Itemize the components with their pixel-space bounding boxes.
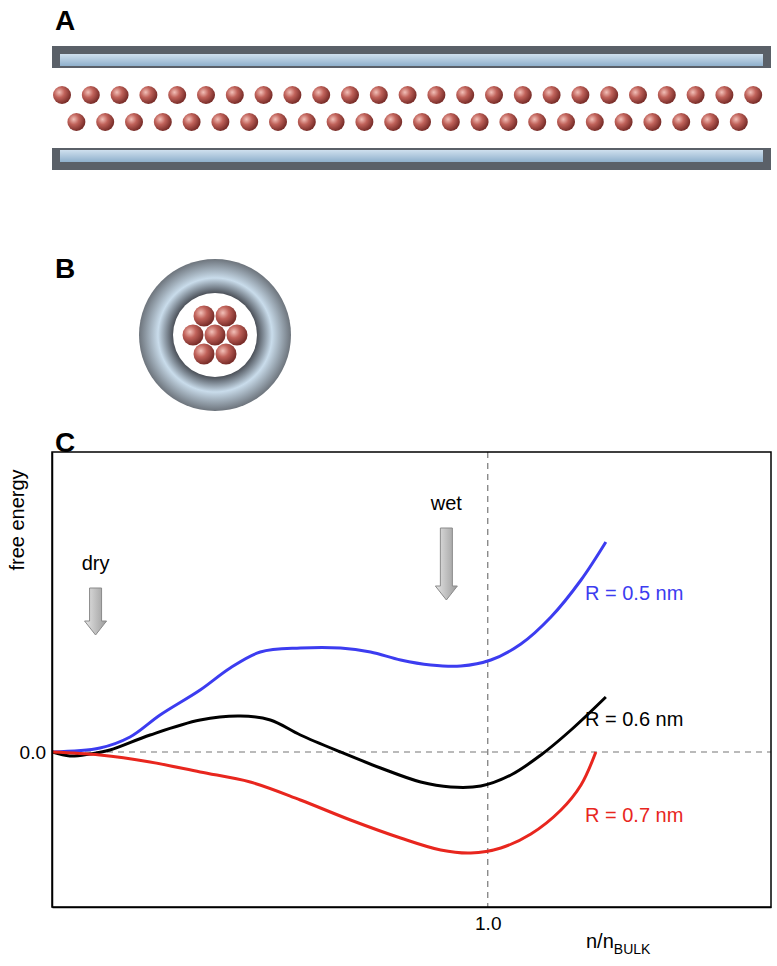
water-sphere [715, 86, 733, 104]
water-sphere [298, 113, 316, 131]
water-sphere [154, 113, 172, 131]
water-sphere [255, 86, 273, 104]
water-sphere [53, 86, 71, 104]
plot-frame [52, 452, 771, 907]
water-sphere [442, 113, 460, 131]
water-sphere [327, 113, 345, 131]
axis-line [52, 453, 54, 908]
annotation-arrow [435, 528, 457, 600]
annotation-label: wet [430, 492, 463, 514]
tick: 0.0 [20, 742, 52, 763]
water-sphere [586, 113, 604, 131]
x-axis: 1.0 [53, 907, 772, 934]
water-sphere [730, 113, 748, 131]
tube-ring [139, 259, 291, 411]
grid-line [52, 751, 771, 752]
y-axis-title: free energy [6, 469, 28, 570]
water-sphere [183, 325, 204, 346]
water-sphere [139, 86, 157, 104]
water-sphere [471, 113, 489, 131]
water-sphere [82, 86, 100, 104]
plot-area [52, 542, 606, 853]
panel-label: C [55, 427, 75, 458]
series-line [52, 752, 596, 853]
water-sphere [67, 113, 85, 131]
water-sphere [269, 113, 287, 131]
water-sphere [96, 113, 114, 131]
water-sphere [687, 86, 705, 104]
water-sphere [183, 113, 201, 131]
water-sphere [240, 113, 258, 131]
water-sphere [600, 86, 618, 104]
x-axis-title-main: n/n [586, 930, 614, 952]
tube-wall-inner [60, 54, 763, 66]
water-sphere [499, 113, 517, 131]
grid-line [487, 452, 488, 907]
water-sphere [399, 86, 417, 104]
series-label: R = 0.6 nm [585, 708, 683, 730]
water-sphere [370, 86, 388, 104]
x-axis-title: n/nBULK [586, 930, 651, 957]
nanotube [52, 46, 771, 170]
water-sphere [216, 306, 237, 327]
panel-label: B [55, 253, 75, 284]
water-sphere [216, 344, 237, 365]
panel-label: A [55, 5, 75, 36]
water-sphere [227, 325, 248, 346]
series-line [52, 542, 606, 752]
water-sphere [384, 113, 402, 131]
water-sphere [341, 86, 359, 104]
tube-wall [52, 148, 771, 170]
water-sphere [197, 86, 215, 104]
water-sphere [427, 86, 445, 104]
annotation-label: dry [82, 552, 110, 574]
water-sphere [413, 113, 431, 131]
water-sphere [701, 113, 719, 131]
water-sphere [456, 86, 474, 104]
tick: 1.0 [475, 907, 501, 934]
tick-label: 0.0 [20, 742, 46, 763]
axis-line [53, 907, 772, 909]
water-sphere [658, 86, 676, 104]
water-sphere [514, 86, 532, 104]
water-sphere [672, 113, 690, 131]
water-sphere [312, 86, 330, 104]
tube-cross-section [139, 259, 291, 411]
series-label: R = 0.5 nm [585, 582, 683, 604]
water-sphere [125, 113, 143, 131]
water-sphere [744, 86, 762, 104]
water-sphere [194, 306, 215, 327]
annotation-arrow [85, 588, 107, 635]
water-sphere [557, 113, 575, 131]
water-sphere [205, 325, 226, 346]
water-sphere [168, 86, 186, 104]
tube-bore [173, 293, 257, 377]
water-sphere [615, 113, 633, 131]
tick-label: 1.0 [475, 913, 501, 934]
water-sphere [485, 86, 503, 104]
water-sphere [283, 86, 301, 104]
water-sphere [194, 344, 215, 365]
grid [52, 452, 771, 907]
tube-wall-inner [60, 150, 763, 162]
water-sphere [211, 113, 229, 131]
water-sphere [643, 113, 661, 131]
tube-wall [52, 46, 771, 68]
series-line [52, 697, 606, 787]
water-sphere [111, 86, 129, 104]
water-sphere [355, 113, 373, 131]
x-axis-title-sub: BULK [614, 941, 651, 957]
series-label: R = 0.7 nm [585, 804, 683, 826]
water-sphere [629, 86, 647, 104]
water-sphere [571, 86, 589, 104]
figure: A B C 1.0 0.0 free energy n/nBULK R = 0.5 nm R =… [0, 0, 777, 966]
water-sphere [226, 86, 244, 104]
water-sphere [528, 113, 546, 131]
water-sphere [543, 86, 561, 104]
